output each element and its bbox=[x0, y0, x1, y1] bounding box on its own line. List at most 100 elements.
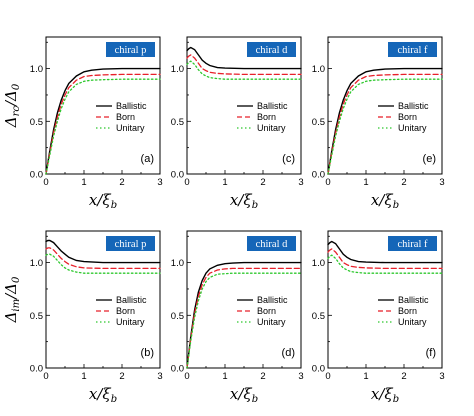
chiral-tag-label: chiral p bbox=[115, 45, 147, 56]
panel-label: (f) bbox=[426, 347, 436, 359]
legend-label-born: Born bbox=[116, 306, 135, 316]
chiral-tag-box bbox=[106, 42, 155, 57]
y-tick-label: 0.5 bbox=[312, 311, 325, 322]
series-line-born bbox=[186, 267, 302, 369]
panel-f: 0 1 2 3 0.0 0.5 1.0 chiral f BallisticBornUnitar… bbox=[312, 230, 445, 405]
panel-c: 0 1 2 3 0.0 0.5 1.0 chiral d BallisticBornUnitar… bbox=[171, 36, 304, 211]
panel-label: (a) bbox=[141, 153, 154, 165]
legend-label-born: Born bbox=[257, 112, 276, 122]
x-axis-title: x/ξb bbox=[89, 191, 117, 211]
x-tick-label: 2 bbox=[401, 177, 406, 188]
series-line-ballistic bbox=[327, 67, 443, 175]
legend-label-unitary: Unitary bbox=[398, 123, 427, 133]
chiral-tag-label: chiral f bbox=[397, 45, 428, 56]
legend-label-unitary: Unitary bbox=[116, 123, 145, 133]
x-tick-label: 2 bbox=[119, 177, 124, 188]
series-line-born bbox=[45, 247, 161, 270]
chiral-tag: chiral d bbox=[247, 236, 296, 251]
series-line-unitary bbox=[327, 78, 443, 175]
x-tick-label: 3 bbox=[157, 177, 162, 188]
panel-a: 0 1 2 3 0.0 0.5 1.0 chiral p BallisticBornUnitar… bbox=[2, 36, 163, 211]
chiral-tag-box bbox=[247, 42, 296, 57]
y-axis-title: Δrc/Δ0 bbox=[2, 83, 22, 128]
chiral-tag: chiral p bbox=[106, 236, 155, 251]
x-tick-label: 2 bbox=[119, 371, 124, 382]
series-line-born bbox=[45, 73, 161, 175]
x-tick-label: 3 bbox=[439, 177, 444, 188]
legend-label-born: Born bbox=[398, 306, 417, 316]
y-tick-label: 1.0 bbox=[30, 64, 43, 75]
x-tick-label: 3 bbox=[298, 371, 303, 382]
y-tick-label: 0.0 bbox=[312, 170, 325, 181]
x-tick-label: 0 bbox=[184, 371, 189, 382]
chiral-tag-label: chiral d bbox=[256, 239, 289, 250]
series-line-unitary bbox=[186, 272, 302, 369]
x-tick-label: 0 bbox=[43, 177, 48, 188]
x-axis-title: x/ξb bbox=[89, 385, 117, 405]
legend-label-ballistic: Ballistic bbox=[116, 295, 147, 305]
x-tick-label: 0 bbox=[184, 177, 189, 188]
y-tick-label: 0.0 bbox=[30, 170, 43, 181]
y-tick-label: 0.0 bbox=[312, 364, 325, 375]
chiral-tag-label: chiral f bbox=[397, 239, 428, 250]
series-line-ballistic bbox=[45, 239, 161, 264]
x-tick-label: 0 bbox=[325, 371, 330, 382]
chiral-tag-box bbox=[247, 236, 296, 251]
legend-label-born: Born bbox=[116, 112, 135, 122]
legend-label-ballistic: Ballistic bbox=[116, 101, 147, 111]
y-tick-label: 1.0 bbox=[171, 64, 184, 75]
series-line-unitary bbox=[45, 253, 161, 274]
panel-b: 0 1 2 3 0.0 0.5 1.0 chiral p BallisticBornUnitar… bbox=[2, 230, 163, 405]
x-tick-label: 3 bbox=[439, 371, 444, 382]
x-tick-label: 3 bbox=[298, 177, 303, 188]
x-axis-title: x/ξb bbox=[371, 385, 399, 405]
chiral-tag: chiral d bbox=[247, 42, 296, 57]
x-axis-title: x/ξb bbox=[230, 191, 258, 211]
legend-label-ballistic: Ballistic bbox=[398, 101, 429, 111]
chiral-tag-label: chiral d bbox=[256, 45, 289, 56]
legend-label-ballistic: Ballistic bbox=[257, 295, 288, 305]
chiral-tag-box bbox=[388, 42, 437, 57]
y-tick-label: 0.0 bbox=[171, 170, 184, 181]
series-line-ballistic bbox=[327, 240, 443, 264]
x-tick-label: 0 bbox=[325, 177, 330, 188]
panel-label: (e) bbox=[423, 153, 436, 165]
x-tick-label: 2 bbox=[260, 177, 265, 188]
y-tick-label: 1.0 bbox=[312, 258, 325, 269]
x-tick-label: 1 bbox=[222, 371, 227, 382]
chiral-tag-box bbox=[388, 236, 437, 251]
series-line-unitary bbox=[327, 254, 443, 274]
x-tick-label: 1 bbox=[363, 177, 368, 188]
panel-label: (b) bbox=[141, 347, 154, 359]
y-tick-label: 1.0 bbox=[312, 64, 325, 75]
series-line-unitary bbox=[186, 60, 302, 80]
chiral-tag: chiral f bbox=[388, 42, 437, 57]
y-tick-label: 1.0 bbox=[30, 258, 43, 269]
y-tick-label: 0.5 bbox=[30, 117, 43, 128]
y-tick-label: 0.0 bbox=[30, 364, 43, 375]
legend-label-born: Born bbox=[257, 306, 276, 316]
legend-label-unitary: Unitary bbox=[116, 317, 145, 327]
series-line-ballistic bbox=[186, 46, 302, 70]
chiral-tag-box bbox=[106, 236, 155, 251]
y-tick-label: 0.5 bbox=[171, 117, 184, 128]
panel-label: (d) bbox=[282, 347, 295, 359]
series-line-born bbox=[186, 54, 302, 76]
x-axis-title: x/ξb bbox=[230, 385, 258, 405]
legend-label-ballistic: Ballistic bbox=[257, 101, 288, 111]
chiral-tag-label: chiral p bbox=[115, 239, 147, 250]
x-tick-label: 3 bbox=[157, 371, 162, 382]
chiral-tag: chiral f bbox=[388, 236, 437, 251]
series-line-born bbox=[327, 73, 443, 175]
y-tick-label: 0.0 bbox=[171, 364, 184, 375]
x-axis-title: x/ξb bbox=[371, 191, 399, 211]
legend-label-born: Born bbox=[398, 112, 417, 122]
panel-e: 0 1 2 3 0.0 0.5 1.0 chiral f BallisticBornUnitar… bbox=[312, 36, 445, 211]
x-tick-label: 0 bbox=[43, 371, 48, 382]
series-line-ballistic bbox=[45, 67, 161, 175]
